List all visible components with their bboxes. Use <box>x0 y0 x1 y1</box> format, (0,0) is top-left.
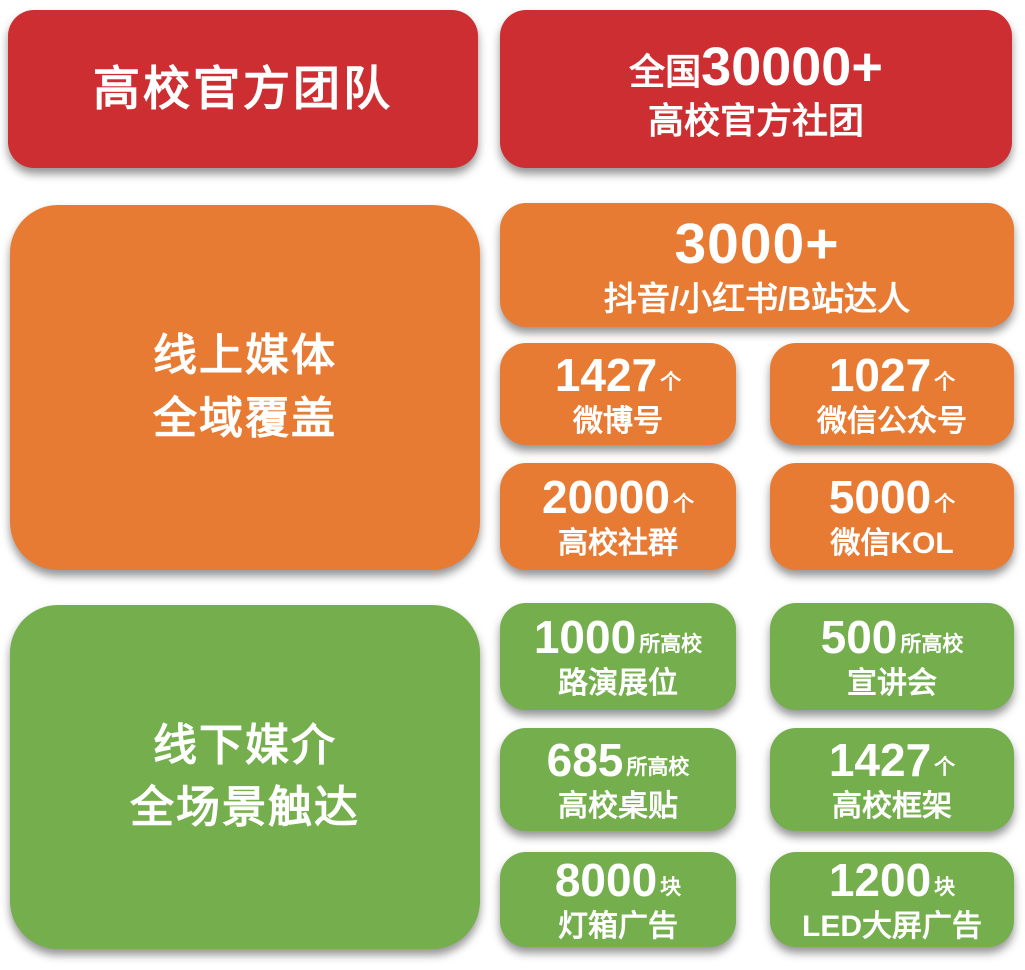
stat-number: 685 <box>546 734 624 786</box>
card-roadshow-booths: 1000 所高校 路演展位 <box>500 603 736 710</box>
stat-unit: 所高校 <box>626 756 690 779</box>
stat-caption: 微信公众号 <box>817 404 967 438</box>
stat-prefix: 全国 <box>629 50 702 92</box>
panel-title-line1: 线上媒体 <box>153 331 337 381</box>
panel-title: 线下媒介 全场景触达 <box>130 715 360 840</box>
stat-number: 3000+ <box>674 211 840 276</box>
stat-number: 1027 <box>828 348 932 401</box>
card-lightbox-ads: 8000 块 灯箱广告 <box>500 852 736 947</box>
stat-caption: 微信KOL <box>830 527 954 560</box>
stat-number: 5000 <box>828 471 932 523</box>
panel-university-official-teams: 高校官方团队 <box>8 10 478 168</box>
card-led-screen-ads: 1200 块 LED大屏广告 <box>770 852 1014 947</box>
card-wechat-kol: 5000 个 微信KOL <box>770 463 1014 570</box>
panel-title: 高校官方团队 <box>93 61 393 115</box>
stat-number-row: 全国 30000+ <box>629 40 883 94</box>
stat-number-row: 5000 个 <box>829 474 955 520</box>
stat-caption: 高校官方社团 <box>647 99 864 141</box>
stat-caption: 微博号 <box>573 404 663 438</box>
stat-number: 500 <box>820 611 898 663</box>
panel-title: 线上媒体 全域覆盖 <box>153 325 337 450</box>
stat-caption: 宣讲会 <box>847 667 937 700</box>
stat-unit: 个 <box>934 493 956 516</box>
stat-unit: 个 <box>934 756 956 779</box>
stat-number-row: 1200 块 <box>829 857 955 903</box>
stat-number: 8000 <box>554 854 658 906</box>
stat-unit: 个 <box>660 370 682 394</box>
panel-title-line2: 全场景触达 <box>130 783 360 832</box>
stat-number-row: 1427 个 <box>555 352 681 398</box>
stat-number: 1000 <box>533 611 637 663</box>
stat-unit: 个 <box>934 370 956 394</box>
panel-online-media: 线上媒体 全域覆盖 <box>10 205 480 570</box>
stat-caption: 高校社群 <box>558 527 678 560</box>
card-university-community-groups: 20000 个 高校社群 <box>500 463 736 570</box>
stat-number: 20000 <box>542 471 670 523</box>
stat-unit: 所高校 <box>900 633 964 656</box>
card-douyin-xiaohongshu-bilibili-creators: 3000+ 抖音/小红书/B站达人 <box>500 203 1014 327</box>
stat-caption: LED大屏广告 <box>802 910 982 943</box>
stat-number-row: 685 所高校 <box>547 737 690 783</box>
card-national-campus-clubs: 全国 30000+ 高校官方社团 <box>500 10 1012 168</box>
stat-caption: 抖音/小红书/B站达人 <box>603 279 911 317</box>
panel-title-line2: 全域覆盖 <box>153 393 337 443</box>
card-info-sessions: 500 所高校 宣讲会 <box>770 603 1014 710</box>
stat-unit: 个 <box>672 493 694 516</box>
card-wechat-official-accounts: 1027 个 微信公众号 <box>770 343 1014 445</box>
card-weibo-accounts: 1427 个 微博号 <box>500 343 736 445</box>
stat-number-row: 1427 个 <box>829 737 955 783</box>
stat-number: 30000+ <box>701 36 883 97</box>
stat-number-row: 1027 个 <box>829 352 955 398</box>
stat-number-row: 8000 块 <box>555 857 681 903</box>
stat-caption: 高校框架 <box>832 790 952 823</box>
stat-number-row: 1000 所高校 <box>534 614 702 660</box>
stat-number-row: 500 所高校 <box>821 614 964 660</box>
stat-caption: 路演展位 <box>558 667 678 700</box>
stat-number: 1427 <box>554 348 658 401</box>
card-campus-frame-ads: 1427 个 高校框架 <box>770 728 1014 831</box>
panel-offline-media: 线下媒介 全场景触达 <box>10 605 480 949</box>
stat-number-row: 20000 个 <box>542 474 694 520</box>
stat-number: 1200 <box>828 854 932 906</box>
stat-unit: 块 <box>660 876 682 899</box>
stat-caption: 灯箱广告 <box>558 910 678 943</box>
card-campus-desk-stickers: 685 所高校 高校桌贴 <box>500 728 736 831</box>
stat-unit: 块 <box>934 876 956 899</box>
stat-unit: 所高校 <box>639 633 703 656</box>
stat-caption: 高校桌贴 <box>558 790 678 823</box>
panel-title-line1: 线下媒介 <box>153 720 337 770</box>
stat-number: 1427 <box>828 734 932 786</box>
